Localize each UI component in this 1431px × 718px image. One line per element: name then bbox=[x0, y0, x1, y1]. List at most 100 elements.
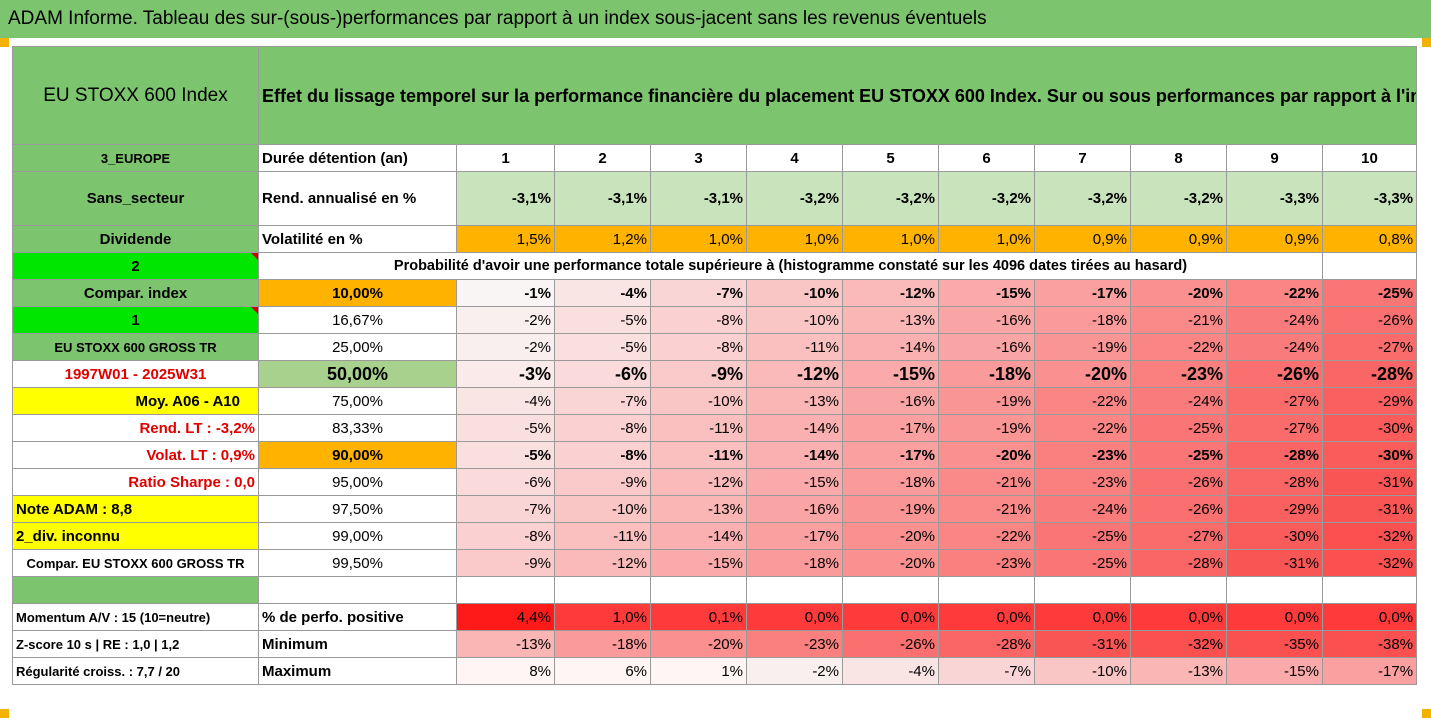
percentile-cell[interactable]: -9% bbox=[456, 549, 555, 577]
description-cell[interactable]: Effet du lissage temporel sur la perform… bbox=[257, 46, 1418, 145]
percentile-cell[interactable]: -19% bbox=[938, 414, 1035, 442]
percentile-cell[interactable]: -31% bbox=[1321, 468, 1418, 496]
rend-value[interactable]: -3,2% bbox=[746, 171, 843, 226]
bottom-value[interactable]: 4,4% bbox=[456, 603, 555, 631]
percentile-cell[interactable]: -10% bbox=[650, 387, 747, 415]
percentile-value[interactable]: 97,50% bbox=[258, 495, 457, 523]
compar-index-label[interactable]: Compar. index bbox=[12, 279, 259, 307]
bottom-value[interactable]: 6% bbox=[554, 657, 651, 685]
bottom-value[interactable]: 0,0% bbox=[842, 603, 939, 631]
percentile-cell[interactable]: -11% bbox=[554, 522, 651, 550]
percentile-cell[interactable]: -19% bbox=[842, 495, 939, 523]
percentile-value[interactable]: 90,00% bbox=[258, 441, 457, 469]
rend-value[interactable]: -3,1% bbox=[554, 171, 651, 226]
percentile-cell[interactable]: -26% bbox=[1226, 360, 1323, 388]
percentile-cell[interactable]: -18% bbox=[842, 468, 939, 496]
year-header[interactable]: 7 bbox=[1034, 144, 1131, 172]
percentile-cell[interactable]: -20% bbox=[1034, 360, 1131, 388]
year-header[interactable]: 9 bbox=[1226, 144, 1323, 172]
percentile-cell[interactable]: -2% bbox=[456, 333, 555, 361]
percentile-value[interactable]: 16,67% bbox=[258, 306, 457, 334]
percentile-cell[interactable]: -20% bbox=[938, 441, 1035, 469]
percentile-cell[interactable]: -5% bbox=[554, 333, 651, 361]
bottom-value[interactable]: 0,1% bbox=[650, 603, 747, 631]
percentile-cell[interactable]: -25% bbox=[1034, 549, 1131, 577]
spacer-cell[interactable] bbox=[554, 576, 651, 604]
percentile-cell[interactable]: -7% bbox=[456, 495, 555, 523]
percentile-cell[interactable]: -24% bbox=[1130, 387, 1227, 415]
percentile-cell[interactable]: -29% bbox=[1226, 495, 1323, 523]
bottom-value[interactable]: -13% bbox=[456, 630, 555, 658]
percentile-cell[interactable]: -24% bbox=[1034, 495, 1131, 523]
year-header[interactable]: 6 bbox=[938, 144, 1035, 172]
percentile-cell[interactable]: -16% bbox=[938, 333, 1035, 361]
bottom-value[interactable]: -2% bbox=[746, 657, 843, 685]
vol-value[interactable]: 1,2% bbox=[554, 225, 651, 253]
bottom-value[interactable]: 0,0% bbox=[938, 603, 1035, 631]
percentile-cell[interactable]: -27% bbox=[1226, 387, 1323, 415]
bottom-value[interactable]: -28% bbox=[938, 630, 1035, 658]
percentile-cell[interactable]: -13% bbox=[746, 387, 843, 415]
percentile-cell[interactable]: -19% bbox=[1034, 333, 1131, 361]
percentile-cell[interactable]: -26% bbox=[1130, 468, 1227, 496]
percentile-cell[interactable]: -20% bbox=[842, 522, 939, 550]
percentile-cell[interactable]: -32% bbox=[1321, 549, 1418, 577]
percentile-cell[interactable]: -5% bbox=[456, 441, 555, 469]
percentile-cell[interactable]: -16% bbox=[842, 387, 939, 415]
percentile-cell[interactable]: -4% bbox=[456, 387, 555, 415]
year-header[interactable]: 4 bbox=[746, 144, 843, 172]
spacer-cell[interactable] bbox=[842, 576, 939, 604]
percentile-cell[interactable]: -22% bbox=[1034, 387, 1131, 415]
percentile-value[interactable]: 75,00% bbox=[258, 387, 457, 415]
bottom-value[interactable]: 1,0% bbox=[554, 603, 651, 631]
bottom-value[interactable]: 0,0% bbox=[1226, 603, 1323, 631]
percentile-cell[interactable]: -20% bbox=[1130, 279, 1227, 307]
percentile-cell[interactable]: -30% bbox=[1321, 441, 1418, 469]
percentile-cell[interactable]: -10% bbox=[746, 306, 843, 334]
bottom-value[interactable]: 0,0% bbox=[1034, 603, 1131, 631]
percentile-cell[interactable]: -11% bbox=[650, 414, 747, 442]
vol-label[interactable]: Volatilité en % bbox=[258, 225, 457, 253]
percentile-cell[interactable]: -23% bbox=[938, 549, 1035, 577]
vol-value[interactable]: 0,9% bbox=[1226, 225, 1323, 253]
percentile-cell[interactable]: -23% bbox=[1034, 441, 1131, 469]
year-header[interactable]: 10 bbox=[1321, 144, 1418, 172]
percentile-cell[interactable]: -12% bbox=[842, 279, 939, 307]
percentile-cell[interactable]: -8% bbox=[650, 333, 747, 361]
percentile-cell[interactable]: -26% bbox=[1321, 306, 1418, 334]
rend-value[interactable]: -3,2% bbox=[1034, 171, 1131, 226]
spacer-cell[interactable] bbox=[1321, 576, 1418, 604]
bottom-row-label[interactable]: % de perfo. positive bbox=[258, 603, 457, 631]
spacer-cell[interactable] bbox=[650, 576, 747, 604]
percentile-cell[interactable]: -14% bbox=[746, 441, 843, 469]
vol-value[interactable]: 1,5% bbox=[456, 225, 555, 253]
percentile-cell[interactable]: -5% bbox=[456, 414, 555, 442]
percentile-cell[interactable]: -17% bbox=[842, 441, 939, 469]
sharpe-label[interactable]: Ratio Sharpe : 0,0 bbox=[12, 468, 259, 496]
percentile-cell[interactable]: -10% bbox=[746, 279, 843, 307]
percentile-cell[interactable]: -15% bbox=[650, 549, 747, 577]
percentile-cell[interactable]: -4% bbox=[554, 279, 651, 307]
vol-value[interactable]: 0,9% bbox=[1130, 225, 1227, 253]
percentile-cell[interactable]: -17% bbox=[842, 414, 939, 442]
percentile-cell[interactable]: -25% bbox=[1130, 414, 1227, 442]
spacer-cell[interactable] bbox=[456, 576, 555, 604]
percentile-cell[interactable]: -27% bbox=[1226, 414, 1323, 442]
percentile-cell[interactable]: -26% bbox=[1130, 495, 1227, 523]
percentile-cell[interactable]: -25% bbox=[1321, 279, 1418, 307]
percentile-cell[interactable]: -30% bbox=[1226, 522, 1323, 550]
percentile-cell[interactable]: -6% bbox=[554, 360, 651, 388]
rend-value[interactable]: -3,3% bbox=[1321, 171, 1418, 226]
percentile-cell[interactable]: -13% bbox=[842, 306, 939, 334]
percentile-cell[interactable]: -8% bbox=[554, 414, 651, 442]
bottom-left-label[interactable]: Momentum A/V : 15 (10=neutre) bbox=[12, 603, 259, 631]
year-header[interactable]: 5 bbox=[842, 144, 939, 172]
sector-label[interactable]: Sans_secteur bbox=[12, 171, 259, 226]
percentile-cell[interactable]: -31% bbox=[1226, 549, 1323, 577]
percentile-cell[interactable]: -15% bbox=[842, 360, 939, 388]
index-name-cell[interactable]: EU STOXX 600 Index bbox=[12, 46, 259, 145]
percentile-cell[interactable]: -9% bbox=[554, 468, 651, 496]
spacer-cell[interactable] bbox=[1226, 576, 1323, 604]
percentile-cell[interactable]: -1% bbox=[456, 279, 555, 307]
rend-label[interactable]: Rend. annualisé en % bbox=[258, 171, 457, 226]
